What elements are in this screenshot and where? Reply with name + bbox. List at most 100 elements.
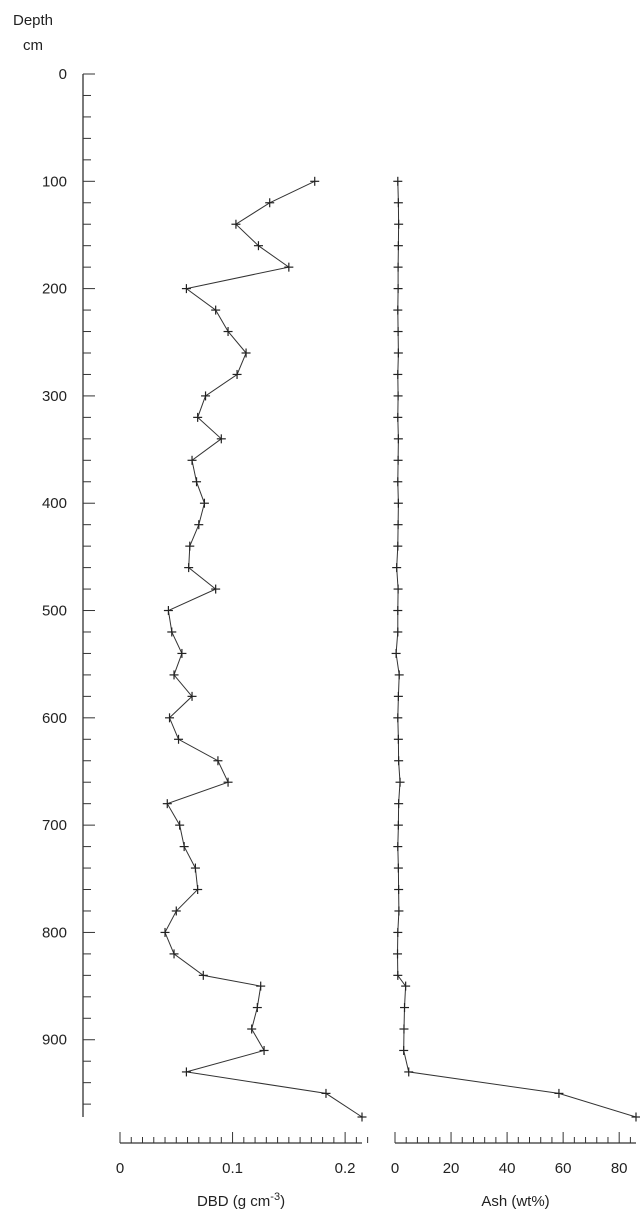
dbd-x-axis-title-main: DBD (g cm [197,1193,270,1210]
dbd-data-point [216,434,226,444]
ash-data-point [393,970,403,980]
ash-data-point [393,842,403,852]
depth-tick-label: 300 [42,388,67,405]
ash-tick-label: 40 [499,1160,516,1177]
dbd-data-point [165,713,175,723]
ash-data-point [394,885,404,895]
ash-data-point [394,756,404,766]
dbd-data-point [171,906,181,916]
ash-tick-label: 20 [443,1160,460,1177]
dbd-data-point [177,648,187,658]
dbd-data-point [211,305,221,315]
ash-data-point [393,477,403,487]
dbd-data-point [187,691,197,701]
ash-panel: 0 20 40 60 80 Ash (wt%) [391,176,640,1210]
ash-data-point [393,949,403,959]
ash-data-point [404,1067,414,1077]
ash-data-point [393,541,403,551]
ash-data-point [399,1045,409,1055]
ash-data-point [393,176,403,186]
depth-tick-label: 200 [42,281,67,298]
dbd-data-point [193,885,203,895]
dbd-data-point [162,799,172,809]
depth-tick-label: 0 [59,66,67,83]
dbd-data-point [357,1112,367,1122]
ash-data-point [393,412,403,422]
dbd-x-axis-title: DBD (g cm-3) [197,1191,285,1210]
dbd-tick-label: 0.2 [335,1160,356,1177]
ash-tick-label: 0 [391,1160,399,1177]
dbd-data-point [256,981,266,991]
ash-data-point [394,906,404,916]
dbd-x-axis-title-sup: -3 [270,1191,280,1203]
ash-data-point [393,327,403,337]
dbd-tick-label: 0 [116,1160,124,1177]
ash-data-point [401,981,411,991]
dbd-profile-line [164,180,363,1118]
dbd-data-point [193,412,203,422]
depth-tick-label: 600 [42,710,67,727]
ash-x-axis-title: Ash (wt%) [481,1193,549,1210]
dbd-tick-label: 0.1 [222,1160,243,1177]
ash-data-point [394,670,404,680]
ash-data-point [395,777,405,787]
depth-tick-label: 100 [42,173,67,190]
ash-data-point [393,391,403,401]
ash-data-point [391,648,401,658]
dbd-data-point [223,777,233,787]
depth-axis: 0 100 200 300 400 500 600 700 800 900 [42,66,95,1117]
dbd-data-point [211,584,221,594]
dbd-panel: 0 0.1 0.2 DBD (g cm-3) [116,176,369,1210]
dbd-data-point [167,627,177,637]
ash-data-point [393,262,403,272]
ash-data-point [393,498,403,508]
dbd-data-point [194,520,204,530]
ash-data-point [393,520,403,530]
ash-data-point [393,455,403,465]
ash-data-point [394,219,404,229]
dbd-data-point [241,348,251,358]
ash-data-point [393,927,403,937]
ash-data-point [393,198,403,208]
dbd-data-point [253,241,263,251]
ash-data-point [393,734,403,744]
dbd-data-point [310,176,320,186]
dbd-data-point [284,262,294,272]
depth-tick-label: 400 [42,495,67,512]
ash-data-point [399,1024,409,1034]
ash-profile-line [395,181,637,1118]
dbd-data-point [190,863,200,873]
ash-tick-label: 60 [555,1160,572,1177]
ash-data-point [393,606,403,616]
ash-data-point [393,713,403,723]
dbd-data-point [175,820,185,830]
ash-data-point [554,1088,564,1098]
dbd-data-point [252,1003,262,1013]
ash-data-point [393,691,403,701]
ash-data-point [393,241,403,251]
depth-tick-label: 500 [42,603,67,620]
ash-data-point [394,799,404,809]
ash-data-point [393,305,403,315]
dbd-data-point [223,327,233,337]
ash-data-point [393,434,403,444]
depth-axis-label-line1: Depth [13,12,53,29]
dbd-data-point [232,369,242,379]
dbd-data-point [247,1024,257,1034]
depth-tick-label: 800 [42,924,67,941]
depth-axis-label-line2: cm [23,37,43,54]
ash-data-point [393,369,403,379]
dbd-data-point [199,498,209,508]
dbd-data-point [192,477,202,487]
ash-data-point [393,584,403,594]
dbd-data-point [198,970,208,980]
dbd-data-point [163,606,173,616]
dbd-data-point [213,756,223,766]
ash-data-point [393,627,403,637]
ash-data-point [392,563,402,573]
dbd-data-point [169,670,179,680]
depth-tick-label: 900 [42,1032,67,1049]
dbd-data-point [179,842,189,852]
ash-data-point [393,348,403,358]
